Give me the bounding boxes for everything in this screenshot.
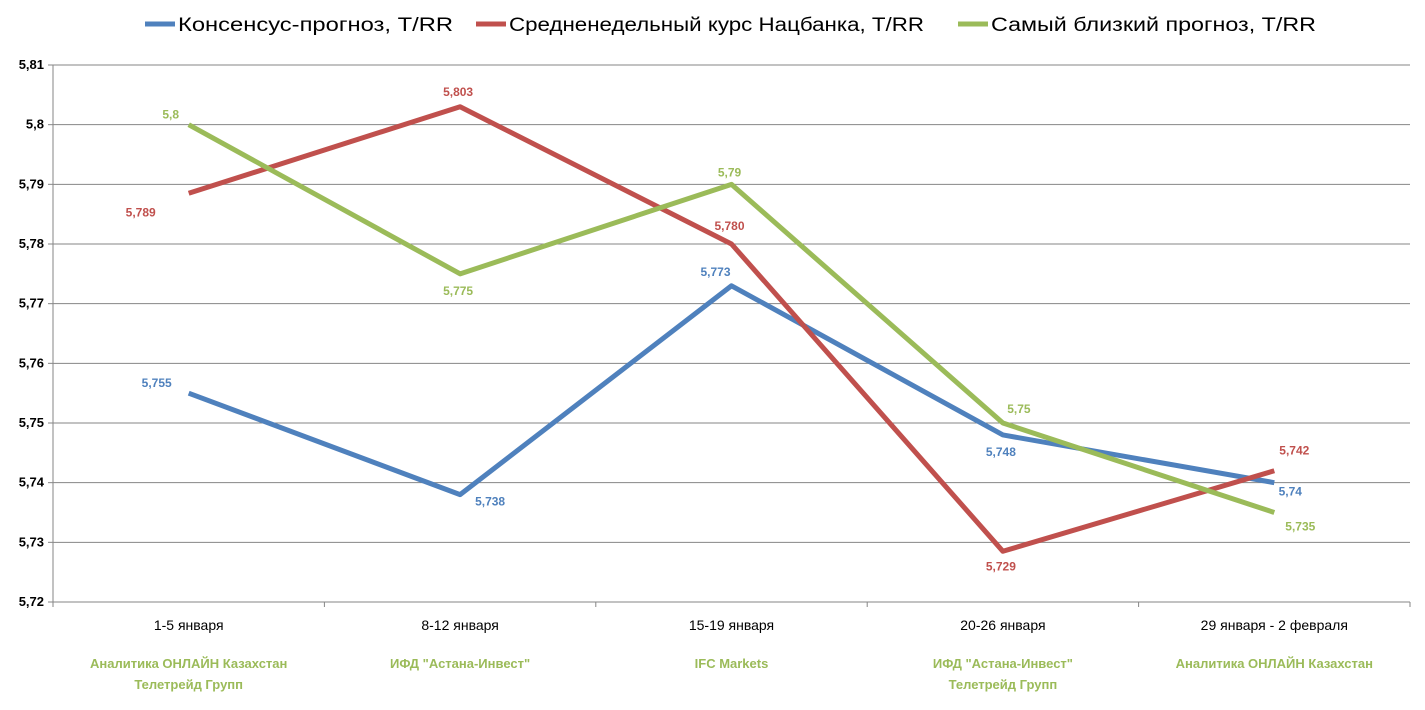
y-tick-label-6: 5,78 [19,236,44,251]
source-label-2-0: IFC Markets [695,656,769,671]
x-axis-ticks: 1-5 января 8-12 января 15-19 января 20-26 я… [154,617,1348,633]
y-tick-label-5: 5,77 [19,296,44,311]
data-label-1-4: 5,742 [1279,444,1309,458]
series-lines [187,104,1276,554]
y-tick-label-8: 5,8 [26,117,44,132]
x-tick-label-0: 1-5 января [154,617,224,633]
series-line-2 [187,122,1276,515]
source-label-1-0: ИФД "Астана-Инвест" [390,656,530,671]
data-label-0-2: 5,773 [700,265,730,279]
y-axis-ticks: 5,72 5,73 5,74 5,75 5,76 5,77 5,78 5,79 5,8 5,81 [19,57,45,609]
y-tick-label-3: 5,75 [19,415,44,430]
source-labels: Аналитика ОНЛАЙН Казахстан Телетрейд Груп… [90,656,1373,692]
data-label-1-0: 5,789 [126,205,156,219]
data-label-0-3: 5,748 [986,445,1016,459]
source-label-0-0: Аналитика ОНЛАЙН Казахстан [90,656,287,671]
source-label-3-1: Телетрейд Групп [949,677,1058,692]
source-label-3-0: ИФД "Астана-Инвест" [933,656,1073,671]
data-label-0-4: 5,74 [1279,485,1303,499]
data-label-1-2: 5,780 [714,219,744,233]
gridlines [53,64,1410,603]
y-tick-label-4: 5,76 [19,355,44,370]
x-tick-label-1: 8-12 января [421,617,499,633]
x-tick-label-4: 29 января - 2 февраля [1201,617,1348,633]
y-tick-label-1: 5,73 [19,534,44,549]
source-label-0-1: Телетрейд Групп [134,677,243,692]
x-tick-label-3: 20-26 января [960,617,1045,633]
data-label-2-2: 5,79 [718,165,742,179]
y-tick-label-2: 5,74 [19,475,45,490]
x-tick-label-2: 15-19 января [689,617,774,633]
data-label-1-1: 5,803 [443,85,473,99]
legend: Консенсус-прогноз, Т/RR Средненедельный к… [145,15,1316,36]
data-labels: 5,755 5,738 5,773 5,748 5,74 5,789 5,803 5,780 5… [126,85,1316,574]
series-line-1 [187,104,1276,554]
data-label-0-0: 5,755 [142,376,172,390]
data-label-2-3: 5,75 [1007,402,1031,416]
y-tick-label-7: 5,79 [19,176,44,191]
series-line-0 [187,283,1275,498]
source-label-4-0: Аналитика ОНЛАЙН Казахстан [1176,656,1373,671]
data-label-0-1: 5,738 [475,495,505,509]
data-label-1-3: 5,729 [986,559,1016,573]
y-tick-label-9: 5,81 [19,57,44,72]
data-label-2-1: 5,775 [443,284,473,298]
axes [48,64,1411,607]
y-tick-label-0: 5,72 [19,594,44,609]
legend-label-2: Самый близкий прогноз, Т/RR [991,15,1316,36]
data-label-2-0: 5,8 [162,108,179,122]
legend-label-0: Консенсус-прогноз, Т/RR [178,15,453,36]
data-label-2-4: 5,735 [1285,520,1315,534]
legend-label-1: Средненедельный курс Нацбанка, Т/RR [509,15,924,36]
